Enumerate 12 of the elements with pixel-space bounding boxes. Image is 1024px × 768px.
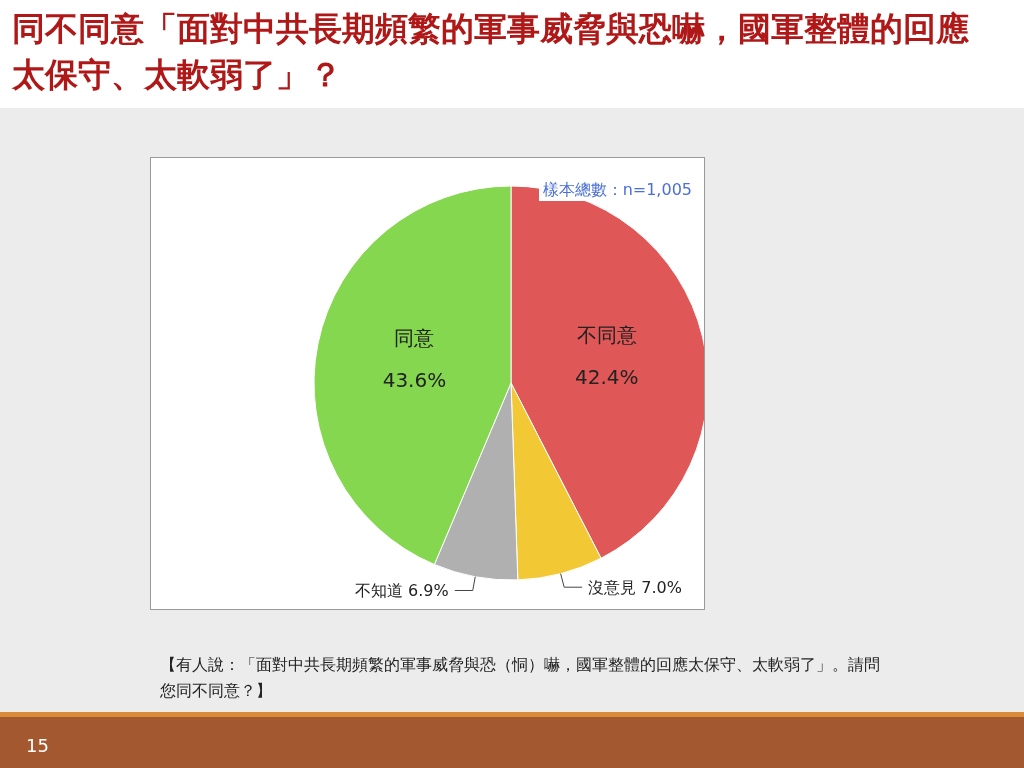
chart-title: 同不同意「面對中共長期頻繁的軍事威脅與恐嚇，國軍整體的回應太保守、太軟弱了」？ — [12, 8, 970, 96]
slice-label: 不知道 — [354, 581, 403, 601]
slice-label: 沒意見 — [588, 578, 637, 598]
slice-label: 不同意 — [576, 322, 637, 347]
data-label: 43.6% — [382, 368, 447, 393]
data-label: 7.0% — [641, 578, 682, 598]
text: 樣本總數：n=1,005 — [538, 180, 696, 201]
text: 【有人說：「面對中共長期頻繁的軍事威脅與恐（恫）嚇，國軍整體的回應太保守、太軟弱了」。請問您同不同意？】 — [160, 654, 880, 702]
text: 15 — [26, 735, 49, 756]
data-label: 6.9% — [408, 581, 449, 601]
slice-label: 同意 — [394, 326, 435, 351]
data-label: 42.4% — [574, 364, 639, 389]
